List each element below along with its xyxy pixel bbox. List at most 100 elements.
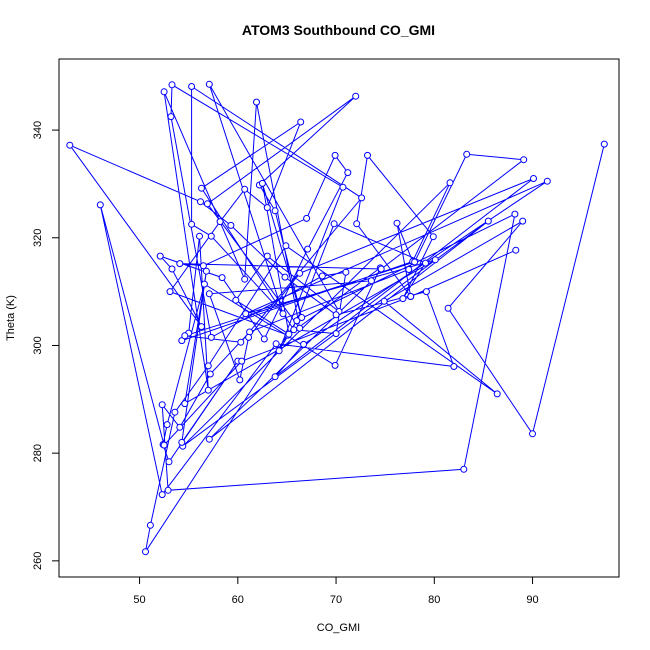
- data-point: [290, 326, 298, 334]
- data-point: [200, 280, 208, 288]
- data-point: [330, 220, 338, 228]
- data-point: [204, 386, 212, 394]
- data-point: [511, 210, 519, 218]
- data-point: [300, 340, 308, 348]
- data-point: [352, 92, 360, 100]
- data-point: [275, 347, 283, 355]
- data-point: [367, 277, 375, 285]
- data-point: [236, 376, 244, 384]
- data-point: [163, 421, 171, 429]
- data-point: [429, 233, 437, 241]
- data-point: [484, 217, 492, 225]
- data-point: [181, 400, 189, 408]
- data-point: [242, 310, 250, 318]
- data-point: [202, 267, 210, 275]
- y-tick-label: 340: [32, 121, 44, 139]
- data-point: [303, 214, 311, 222]
- plot-area: [66, 80, 608, 556]
- data-point: [364, 151, 371, 159]
- data-point: [160, 441, 168, 449]
- x-axis-label: CO_GMI: [317, 622, 360, 634]
- data-point: [444, 304, 452, 312]
- data-point: [146, 521, 154, 529]
- data-point: [293, 317, 301, 325]
- data-point: [520, 156, 528, 164]
- data-point: [344, 169, 352, 177]
- data-point: [166, 288, 174, 296]
- data-point: [446, 179, 454, 187]
- x-tick-label: 50: [133, 594, 145, 606]
- data-point: [199, 262, 207, 270]
- data-point: [197, 198, 204, 206]
- x-tick-label: 60: [232, 594, 244, 606]
- data-point: [332, 330, 340, 338]
- data-point: [519, 217, 527, 225]
- data-point: [198, 184, 205, 192]
- data-point: [204, 362, 212, 370]
- data-point: [160, 88, 168, 96]
- data-point: [298, 314, 306, 321]
- data-point: [188, 83, 196, 90]
- data-point: [260, 335, 268, 343]
- data-point: [393, 219, 401, 227]
- data-point: [380, 297, 388, 305]
- data-point: [237, 338, 245, 346]
- data-point: [318, 272, 326, 280]
- data-point: [203, 200, 211, 208]
- data-point: [198, 323, 205, 331]
- chart-title: ATOM3 Southbound CO_GMI: [242, 22, 435, 38]
- data-point: [156, 252, 164, 260]
- data-point: [158, 491, 166, 499]
- data-point: [282, 242, 290, 250]
- data-point: [263, 252, 271, 260]
- data-point: [168, 81, 176, 89]
- data-point: [216, 218, 224, 226]
- data-point: [358, 194, 366, 202]
- data-point: [411, 258, 419, 266]
- y-tick-label: 300: [32, 336, 44, 354]
- data-point: [205, 290, 213, 298]
- data-point: [167, 113, 175, 121]
- data-point: [253, 98, 260, 106]
- data-point: [168, 265, 176, 273]
- data-point: [241, 275, 249, 283]
- data-point: [164, 486, 172, 494]
- data-point: [232, 296, 240, 304]
- data-point: [171, 408, 179, 416]
- data-point: [66, 141, 74, 149]
- data-point: [176, 260, 184, 268]
- y-axis-label: Theta (K): [5, 295, 17, 341]
- data-point: [258, 179, 266, 187]
- data-point: [422, 288, 430, 296]
- data-point: [207, 333, 215, 341]
- data-point: [331, 361, 339, 369]
- data-point: [188, 220, 196, 228]
- data-point: [431, 256, 439, 264]
- data-point: [271, 373, 279, 381]
- x-tick-label: 70: [330, 594, 342, 606]
- data-point: [205, 435, 213, 443]
- data-point: [405, 266, 413, 273]
- x-axis: 50 60 70 80 90: [133, 576, 539, 606]
- data-point: [512, 246, 520, 254]
- data-point: [241, 185, 249, 193]
- data-point: [543, 177, 551, 185]
- data-point: [530, 175, 537, 182]
- data-point: [238, 357, 246, 365]
- data-point: [279, 310, 287, 318]
- y-tick-label: 320: [32, 229, 44, 247]
- series-line: [68, 83, 605, 552]
- data-point: [285, 330, 293, 338]
- data-point: [272, 340, 280, 348]
- data-point: [377, 265, 385, 273]
- data-point: [407, 293, 415, 300]
- data-point: [600, 140, 608, 148]
- data-point: [178, 438, 186, 446]
- data-point: [296, 269, 304, 277]
- data-point: [342, 268, 350, 276]
- y-tick-label: 260: [32, 552, 44, 570]
- data-point: [399, 295, 407, 303]
- data-point: [206, 370, 214, 378]
- data-point: [450, 363, 458, 370]
